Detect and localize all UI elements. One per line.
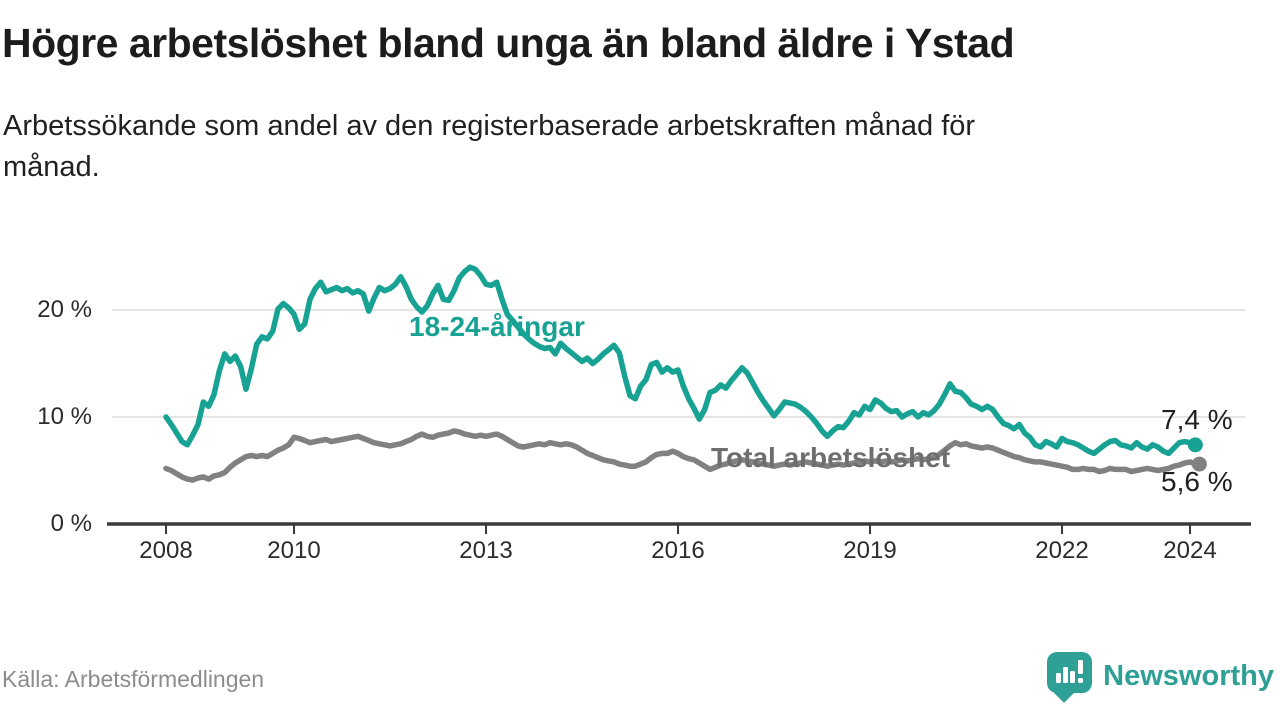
x-tick-label: 2016 xyxy=(651,537,705,564)
x-tick-label: 2013 xyxy=(459,537,513,564)
end-dot-total xyxy=(1191,456,1207,472)
y-tick-label: 20 % xyxy=(37,296,92,323)
y-tick-label: 0 % xyxy=(50,510,92,537)
source-note: Källa: Arbetsförmedlingen xyxy=(2,666,265,692)
newsworthy-icon xyxy=(1047,650,1093,703)
end-value-young: 7,4 % xyxy=(1161,404,1233,435)
series-label-young: 18-24-åringar xyxy=(409,311,585,342)
bar-chart-glyph xyxy=(1070,671,1076,683)
end-dot-young xyxy=(1187,437,1203,453)
x-tick-label: 2010 xyxy=(267,537,321,564)
x-tick-label: 2024 xyxy=(1163,537,1217,564)
end-value-total: 5,6 % xyxy=(1161,466,1233,497)
bar-chart-glyph xyxy=(1056,673,1062,683)
x-tick-label: 2019 xyxy=(843,537,897,564)
line-total xyxy=(163,428,1199,483)
x-tick-label: 2022 xyxy=(1035,537,1089,564)
series-label-total: Total arbetslöshet xyxy=(711,442,951,473)
line-young xyxy=(163,264,1199,457)
exclamation-glyph xyxy=(1078,660,1084,674)
brand-logo: Newsworthy xyxy=(1047,648,1274,704)
page-subtitle: Arbetssökande som andel av den registerb… xyxy=(3,110,976,184)
x-tick-label: 2008 xyxy=(139,537,193,564)
y-tick-label: 10 % xyxy=(37,403,92,430)
brand-wordmark: Newsworthy xyxy=(1103,659,1274,692)
bar-chart-glyph xyxy=(1063,667,1069,683)
exclamation-dot xyxy=(1078,678,1084,683)
speech-bubble-shape xyxy=(1047,652,1093,693)
page-title: Högre arbetslöshet bland unga än bland ä… xyxy=(2,20,1015,66)
